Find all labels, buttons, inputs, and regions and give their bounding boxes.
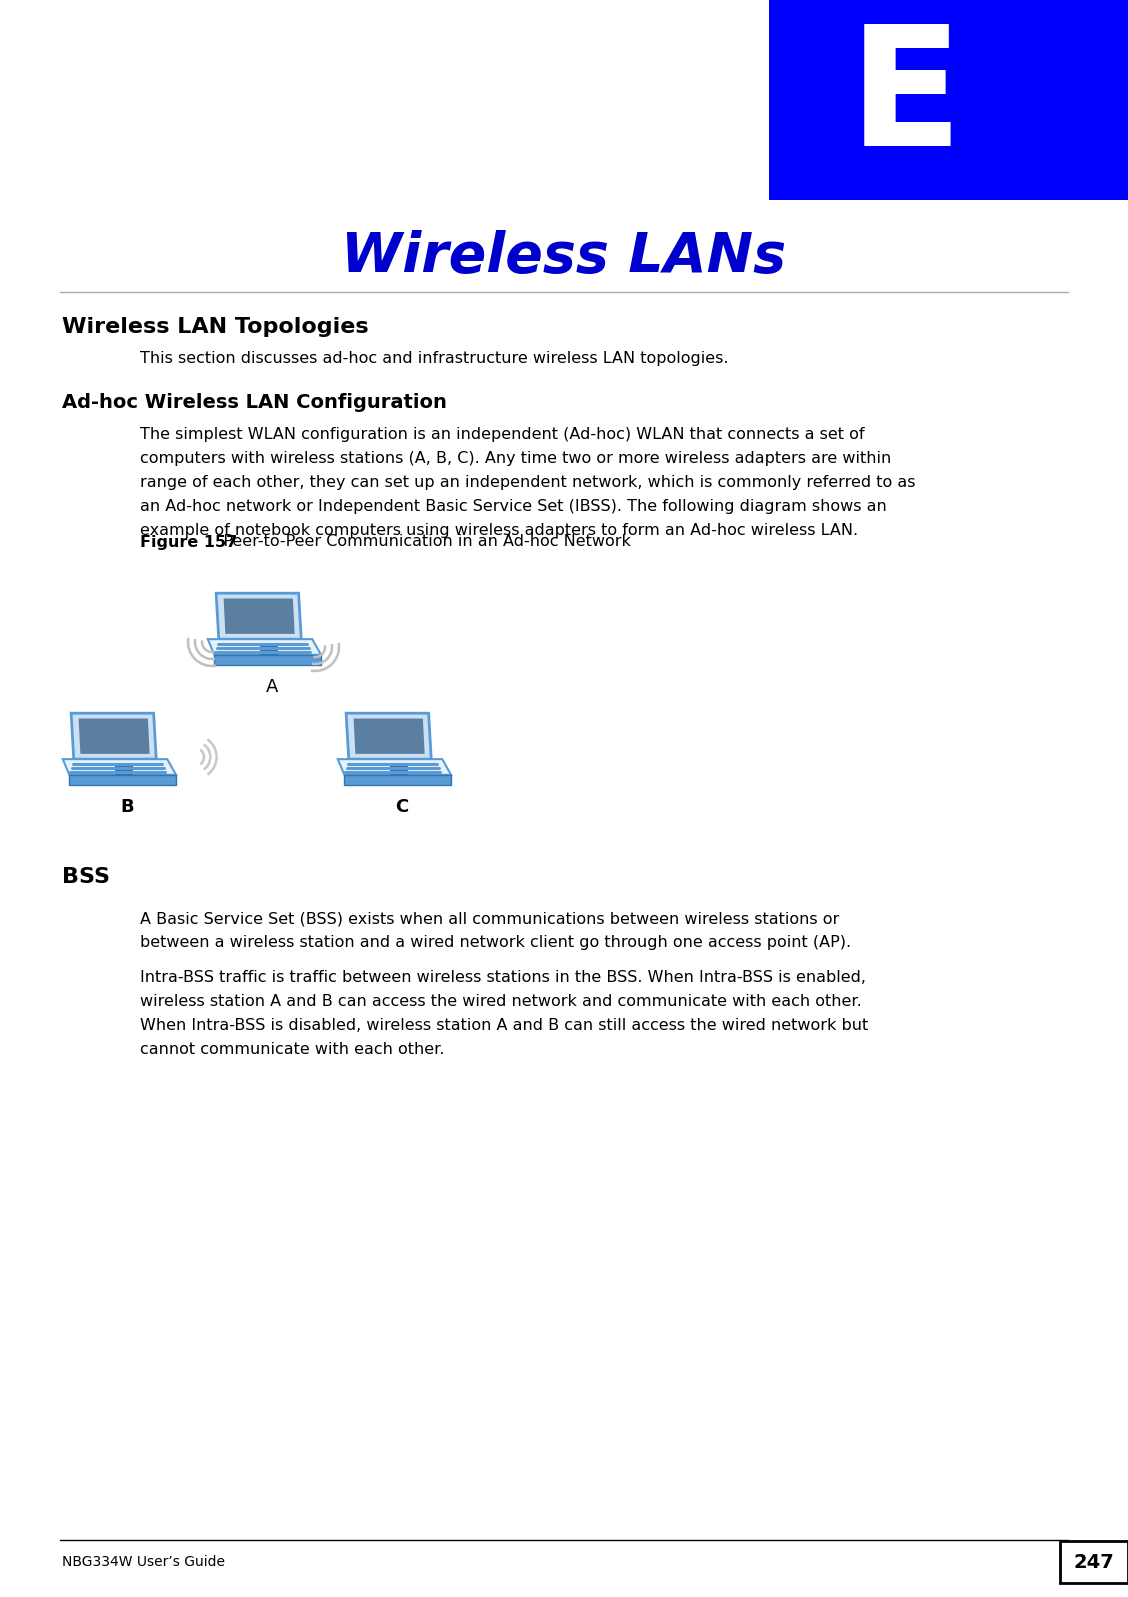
Bar [390,767,407,776]
Polygon shape [71,714,157,759]
Text: an Ad-hoc network or Independent Basic Service Set (IBSS). The following diagram: an Ad-hoc network or Independent Basic S… [140,500,887,514]
Polygon shape [223,599,294,634]
Bar [769,0,1128,200]
Bar [1060,1541,1128,1583]
Polygon shape [353,719,424,754]
Polygon shape [346,714,431,759]
Polygon shape [69,775,176,784]
Text: Intra-BSS traffic is traffic between wireless stations in the BSS. When Intra-BS: Intra-BSS traffic is traffic between wir… [140,969,866,984]
Bar [115,767,133,776]
Text: B: B [121,798,134,816]
Text: wireless station A and B can access the wired network and communicate with each : wireless station A and B can access the … [140,993,862,1008]
Text: Wireless LAN Topologies: Wireless LAN Topologies [62,316,369,337]
Text: Wireless LANs: Wireless LANs [342,230,786,284]
Text: computers with wireless stations (A, B, C). Any time two or more wireless adapte: computers with wireless stations (A, B, … [140,452,891,466]
Text: between a wireless station and a wired network client go through one access poin: between a wireless station and a wired n… [140,936,852,950]
Polygon shape [208,639,321,655]
Text: range of each other, they can set up an independent network, which is commonly r: range of each other, they can set up an … [140,476,916,490]
Polygon shape [63,759,176,775]
Text: A Basic Service Set (BSS) exists when all communications between wireless statio: A Basic Service Set (BSS) exists when al… [140,912,839,926]
Text: This section discusses ad-hoc and infrastructure wireless LAN topologies.: This section discusses ad-hoc and infras… [140,351,729,366]
Text: 247: 247 [1074,1552,1114,1571]
Text: Ad-hoc Wireless LAN Configuration: Ad-hoc Wireless LAN Configuration [62,393,447,412]
Polygon shape [214,655,321,664]
Polygon shape [79,719,150,754]
Text: The simplest WLAN configuration is an independent (Ad-hoc) WLAN that connects a : The simplest WLAN configuration is an in… [140,428,864,442]
Text: C: C [396,798,408,816]
Text: Peer-to-Peer Communication in an Ad-hoc Network: Peer-to-Peer Communication in an Ad-hoc … [208,535,631,549]
Text: E: E [848,19,962,182]
Text: example of notebook computers using wireless adapters to form an Ad-hoc wireless: example of notebook computers using wire… [140,524,858,538]
Bar [259,645,277,656]
Text: BSS: BSS [62,867,111,886]
Polygon shape [344,775,451,784]
Polygon shape [217,592,301,639]
Text: NBG334W User’s Guide: NBG334W User’s Guide [62,1555,224,1568]
Polygon shape [337,759,451,775]
Text: When Intra-BSS is disabled, wireless station A and B can still access the wired : When Intra-BSS is disabled, wireless sta… [140,1017,869,1033]
Text: Figure 157: Figure 157 [140,535,237,549]
Text: cannot communicate with each other.: cannot communicate with each other. [140,1041,444,1057]
Text: A: A [266,679,279,696]
